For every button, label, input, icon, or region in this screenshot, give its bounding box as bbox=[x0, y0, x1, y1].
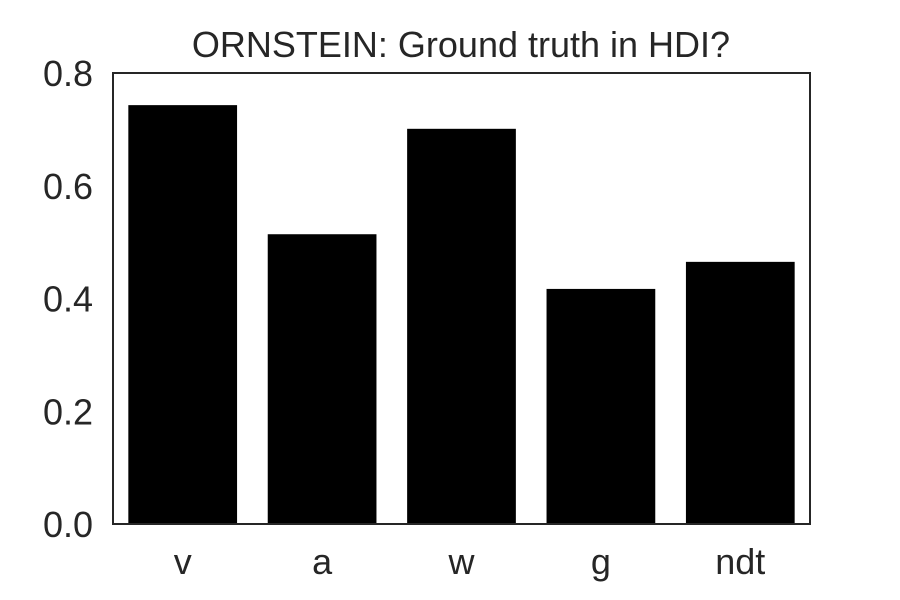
bar-g bbox=[546, 288, 656, 524]
chart-title: ORNSTEIN: Ground truth in HDI? bbox=[192, 24, 730, 65]
y-tick-label: 0.4 bbox=[43, 279, 93, 320]
x-tick-label: g bbox=[591, 541, 611, 582]
plot-frame bbox=[112, 72, 811, 525]
bar-ndt bbox=[685, 261, 795, 524]
x-tick-label: ndt bbox=[715, 541, 765, 582]
bar-w bbox=[407, 128, 516, 524]
x-tick-label: a bbox=[312, 541, 333, 582]
y-tick-label: 0.6 bbox=[43, 166, 93, 207]
x-axis-ticks: v a w g ndt bbox=[174, 541, 766, 582]
x-tick-label: v bbox=[174, 541, 192, 582]
y-tick-label: 0.8 bbox=[43, 53, 93, 94]
y-tick-label: 0.0 bbox=[43, 504, 93, 545]
y-tick-label: 0.2 bbox=[43, 391, 93, 432]
y-axis-ticks: 0.0 0.2 0.4 0.6 0.8 bbox=[43, 53, 93, 545]
bars-group bbox=[128, 105, 795, 525]
bar-v bbox=[128, 105, 238, 524]
x-tick-label: w bbox=[448, 541, 476, 582]
bar-a bbox=[267, 234, 377, 525]
